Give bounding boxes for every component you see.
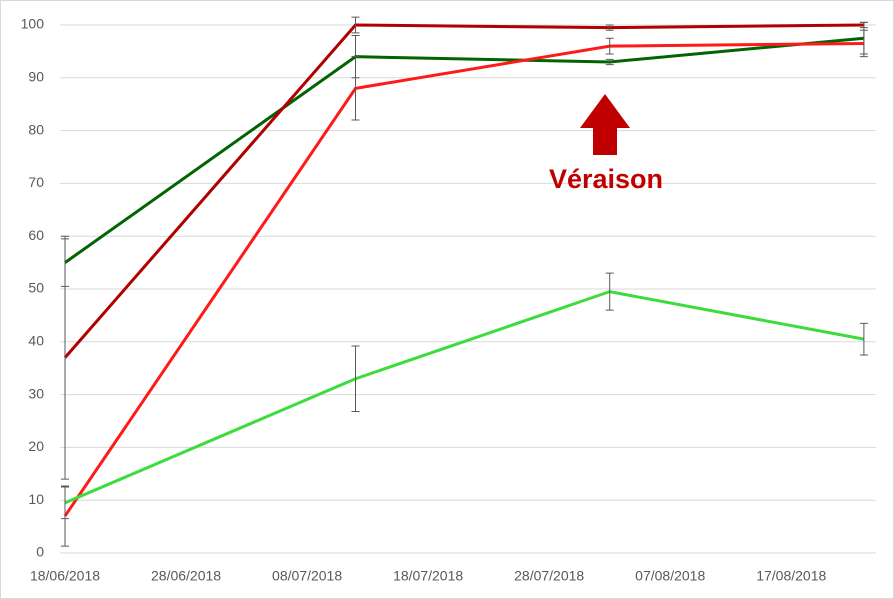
x-tick-label: 08/07/2018 xyxy=(272,568,342,584)
y-tick-label: 90 xyxy=(28,69,44,85)
series-line xyxy=(63,23,864,359)
plot-area: 0 10 20 30 40 50 60 70 80 90 100 18/06/2018 28/06/20… xyxy=(21,16,876,584)
error-bar xyxy=(859,322,868,356)
error-bar xyxy=(605,37,614,55)
y-tick-label: 30 xyxy=(28,385,44,401)
error-bar xyxy=(61,235,69,480)
x-tick-label: 07/08/2018 xyxy=(635,568,705,584)
y-tick-label: 40 xyxy=(28,333,44,349)
series-line xyxy=(64,290,865,505)
y-tick-label: 60 xyxy=(28,227,44,243)
annotation: Véraison xyxy=(549,164,663,194)
error-bar xyxy=(605,24,614,31)
error-bar xyxy=(351,345,360,412)
error-bar xyxy=(605,58,614,66)
y-tick-label: 10 xyxy=(28,491,44,507)
y-tick-label: 0 xyxy=(36,544,44,560)
error-bar xyxy=(61,486,69,520)
y-tick-label: 50 xyxy=(28,280,44,296)
y-tick-label: 20 xyxy=(28,438,44,454)
error-bar xyxy=(605,272,614,311)
x-tick-label: 18/07/2018 xyxy=(393,568,463,584)
error-bar xyxy=(351,56,360,121)
y-tick-label: 70 xyxy=(28,174,44,190)
y-tick-label: 100 xyxy=(21,16,45,32)
x-tick-label: 28/07/2018 xyxy=(514,568,584,584)
y-tick-label: 80 xyxy=(28,121,44,137)
series-line xyxy=(64,36,865,264)
series-line xyxy=(63,41,864,517)
x-tick-label: 28/06/2018 xyxy=(151,568,221,584)
error-bar xyxy=(859,29,868,58)
error-bar xyxy=(351,16,360,34)
annotation-arrow xyxy=(580,94,630,155)
error-bar xyxy=(859,21,868,29)
x-tick-label: 18/06/2018 xyxy=(30,568,100,584)
x-tick-label: 17/08/2018 xyxy=(756,568,826,584)
